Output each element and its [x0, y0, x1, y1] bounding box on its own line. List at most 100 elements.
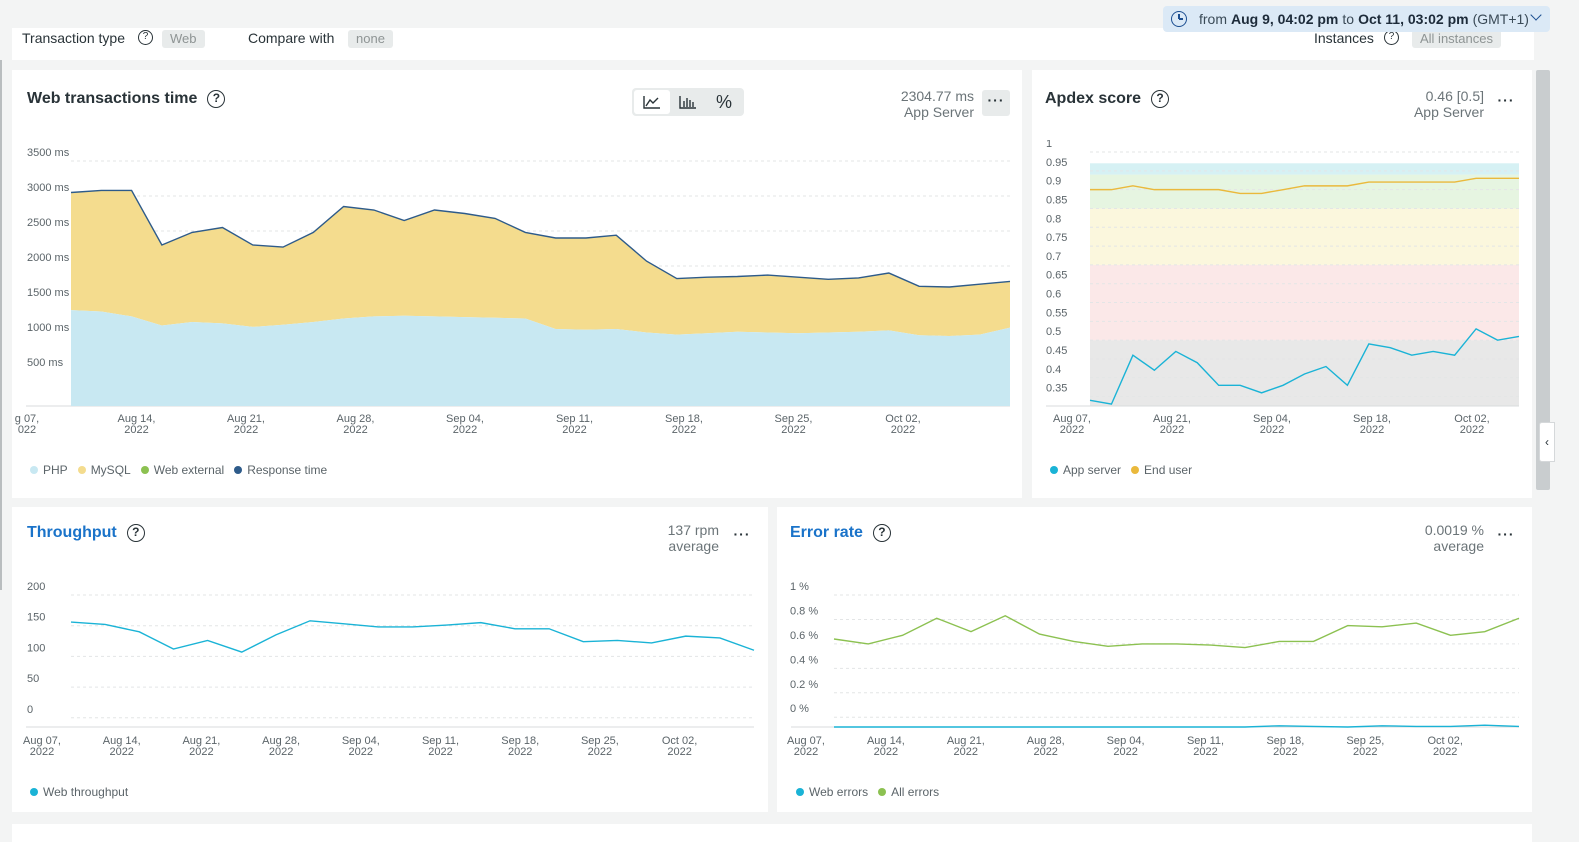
- legend-item[interactable]: Web external: [140, 463, 224, 477]
- y-tick-label: 0.8 %: [790, 605, 818, 617]
- x-tick-label: Sep 11,: [1187, 735, 1224, 747]
- to-word: to: [1342, 11, 1355, 27]
- chart-view-toggle: %: [632, 88, 744, 116]
- x-tick-label: 2022: [124, 424, 148, 436]
- series-line: [833, 614, 1520, 649]
- time-range-picker[interactable]: from Aug 9, 04:02 pm to Oct 11, 03:02 pm…: [1163, 6, 1550, 32]
- x-tick-label: Aug 28,: [262, 735, 300, 747]
- web-transactions-more-button[interactable]: ···: [982, 90, 1010, 116]
- x-tick-label: Aug 14,: [103, 735, 141, 747]
- legend-label: End user: [1144, 463, 1193, 477]
- area-view-button[interactable]: [634, 90, 670, 114]
- x-tick-label: Sep 04,: [446, 413, 484, 425]
- web-transactions-legend: PHP MySQL Web external Response time: [30, 463, 327, 477]
- x-tick-label: 2022: [874, 746, 898, 758]
- x-tick-label: 2022: [234, 424, 258, 436]
- legend-dot: [1050, 466, 1058, 474]
- x-tick-label: 2022: [1060, 424, 1084, 436]
- x-tick-label: Aug 14,: [867, 735, 905, 747]
- x-tick-label: Aug 21,: [227, 413, 265, 425]
- legend-item[interactable]: MySQL: [77, 463, 131, 477]
- web-transactions-chart: 500 ms 1000 ms 1500 ms 2000 ms 2500 ms 3000 m…: [15, 147, 1011, 436]
- legend-item[interactable]: Web throughput: [30, 785, 128, 799]
- x-tick-label: 2022: [1360, 424, 1384, 436]
- chevron-left-icon[interactable]: ‹: [1539, 422, 1555, 462]
- legend-label: Response time: [247, 463, 328, 477]
- question-circle-icon[interactable]: ?: [126, 524, 145, 542]
- x-tick-label: Sep 04,: [1107, 735, 1145, 747]
- x-tick-label: Aug 07,: [787, 735, 825, 747]
- throughput-panel: [12, 507, 768, 812]
- throughput-title[interactable]: Throughput ?: [27, 524, 145, 542]
- x-tick-label: Sep 25,: [1346, 735, 1384, 747]
- x-tick-label: 2022: [343, 424, 367, 436]
- apdex-band: [1090, 163, 1519, 175]
- legend-dot: [878, 788, 887, 796]
- bar-view-button[interactable]: [670, 90, 706, 114]
- transaction-type-select[interactable]: Web: [162, 30, 205, 48]
- y-tick-label: 0.2 %: [790, 679, 818, 691]
- x-tick-label: 2022: [672, 424, 696, 436]
- legend-label: App server: [1063, 463, 1122, 477]
- legend-item[interactable]: Web errors: [796, 785, 868, 799]
- x-tick-label: 2022: [954, 746, 978, 758]
- question-circle-icon[interactable]: ?: [138, 30, 153, 45]
- y-tick-label: 0.7: [1046, 251, 1061, 263]
- x-tick-label: Oct 02,: [885, 413, 920, 425]
- x-tick-label: 2022: [667, 746, 691, 758]
- legend-item[interactable]: Response time: [234, 463, 327, 477]
- left-scroll-edge: [0, 60, 2, 590]
- scrollbar-thumb[interactable]: [1536, 70, 1550, 490]
- y-tick-label: 0.8: [1046, 213, 1061, 225]
- x-tick-label: 2022: [1460, 424, 1484, 436]
- percent-view-button[interactable]: %: [706, 90, 742, 114]
- x-tick-label: Sep 04,: [1253, 413, 1291, 425]
- from-word: from: [1199, 11, 1227, 27]
- legend-dot: [30, 788, 38, 796]
- x-tick-label: 2022: [781, 424, 805, 436]
- apdex-more-button[interactable]: ···: [1492, 90, 1520, 116]
- legend-label: Web errors: [809, 785, 869, 799]
- apdex-band: [1090, 208, 1519, 265]
- x-tick-label: Oct 02,: [1454, 413, 1489, 425]
- apdex-chart: 0.35 0.4 0.45 0.5 0.55 0.6 0.65 0.7 0.75 0.8 0.85 0…: [1046, 140, 1520, 436]
- question-circle-icon[interactable]: ?: [1151, 90, 1170, 108]
- legend-dot: [234, 466, 243, 474]
- legend-item[interactable]: All errors: [878, 785, 939, 799]
- compare-with-select[interactable]: none: [348, 30, 393, 48]
- x-tick-label: Aug 07,: [1053, 413, 1091, 425]
- y-tick-label: 3500 ms: [27, 147, 70, 159]
- compare-with-label: Compare with: [248, 30, 335, 46]
- ellipsis-icon: ···: [733, 526, 751, 542]
- legend-item[interactable]: App server: [1050, 463, 1121, 477]
- question-circle-icon[interactable]: ?: [872, 524, 891, 542]
- x-tick-label: g 07,: [15, 413, 39, 425]
- question-circle-icon[interactable]: ?: [1384, 30, 1399, 45]
- legend-item[interactable]: PHP: [30, 463, 68, 477]
- error-rate-more-button[interactable]: ···: [1492, 524, 1520, 550]
- x-tick-label: 2022: [891, 424, 915, 436]
- x-tick-label: Sep 18,: [1266, 735, 1304, 747]
- x-tick-label: 2022: [562, 424, 586, 436]
- x-tick-label: 2022: [1260, 424, 1284, 436]
- throughput-more-button[interactable]: ···: [728, 524, 756, 550]
- error-rate-legend: Web errors All errors: [796, 785, 939, 799]
- legend-item[interactable]: End user: [1131, 463, 1192, 477]
- error-rate-panel: [777, 507, 1532, 812]
- legend-dot: [140, 466, 149, 474]
- apdex-band: [1090, 264, 1519, 341]
- x-tick-label: Aug 21,: [947, 735, 985, 747]
- throughput-legend: Web throughput: [30, 785, 128, 799]
- y-tick-label: 0 %: [790, 703, 809, 715]
- apdex-title: Apdex score ?: [1045, 90, 1170, 108]
- x-tick-label: 022: [18, 424, 36, 436]
- error-rate-title[interactable]: Error rate ?: [790, 524, 891, 542]
- x-tick-label: 2022: [189, 746, 213, 758]
- x-tick-label: 2022: [453, 424, 477, 436]
- question-circle-icon[interactable]: ?: [207, 90, 226, 108]
- x-tick-label: Aug 28,: [1027, 735, 1065, 747]
- vertical-scrollbar[interactable]: [1534, 60, 1552, 500]
- instances-select[interactable]: All instances: [1412, 30, 1501, 48]
- y-tick-label: 0.95: [1046, 157, 1067, 169]
- throughput-value: 137 rpm average: [667, 522, 719, 554]
